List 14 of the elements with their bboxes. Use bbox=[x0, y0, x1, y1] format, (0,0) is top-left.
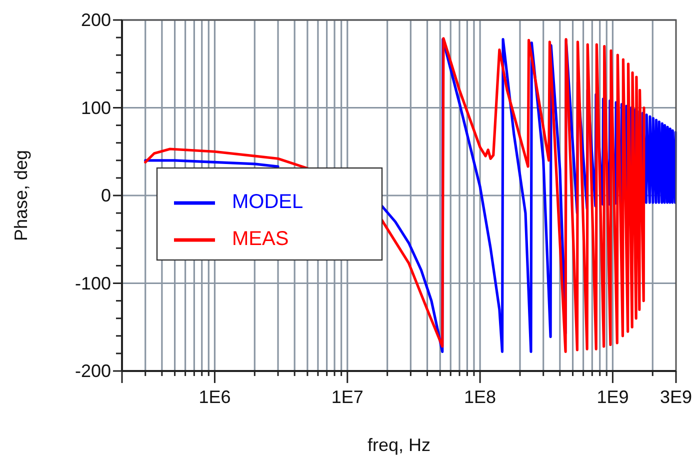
y-tick-label: 200 bbox=[80, 10, 111, 30]
x-tick-label: 1E8 bbox=[464, 387, 496, 407]
y-tick-label: -200 bbox=[74, 361, 111, 381]
y-tick-label: -100 bbox=[74, 273, 111, 294]
x-tick-label: 1E7 bbox=[331, 387, 364, 407]
y-axis-title: Phase, deg bbox=[11, 150, 31, 242]
y-tick-label: 0 bbox=[100, 186, 111, 206]
y-tick-label: 100 bbox=[80, 98, 111, 118]
x-axis-title: freq, Hz bbox=[367, 435, 431, 455]
legend-label: MODEL bbox=[232, 191, 304, 213]
x-tick-label: 1E9 bbox=[596, 387, 629, 407]
x-tick-label: 1E6 bbox=[198, 387, 231, 407]
legend-label: MEAS bbox=[232, 228, 289, 250]
x-tick-label: 3E9 bbox=[660, 387, 692, 407]
